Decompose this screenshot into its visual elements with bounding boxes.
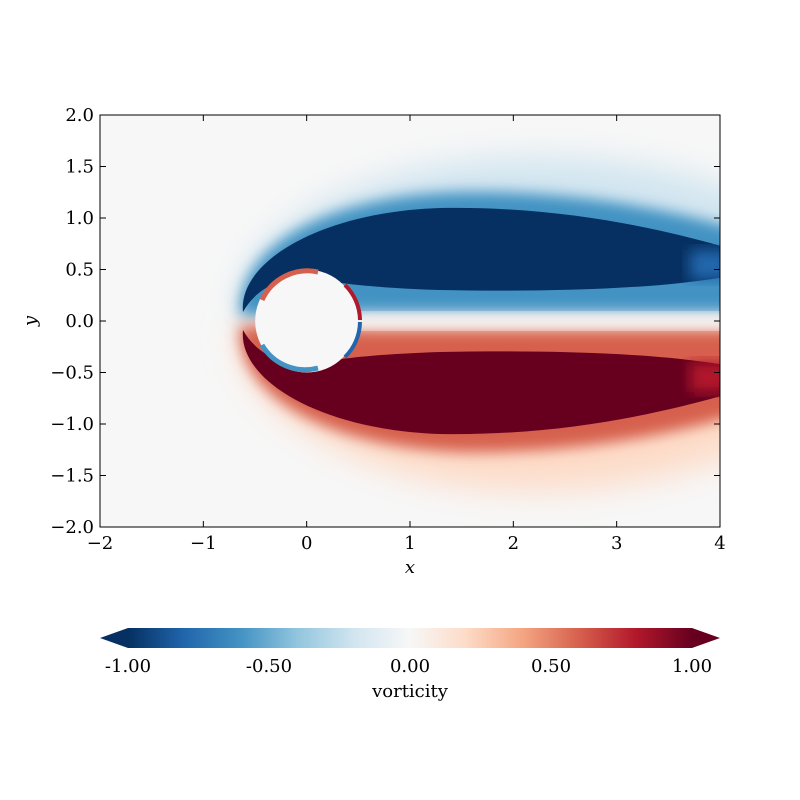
cylinder-surface-positive: [259, 268, 319, 302]
y-axis: −2.0 −1.5 −1.0 −0.5 0.0 0.5 1.0 1.5 2.0: [50, 105, 720, 538]
x-tick-label: 4: [714, 533, 725, 554]
shear-positive: [343, 283, 362, 321]
y-tick-label: −2.0: [50, 517, 94, 538]
x-tick-label: 2: [508, 533, 519, 554]
cylinder-obstacle: [255, 269, 359, 373]
negative-vorticity-core: [242, 207, 720, 312]
y-tick-label: −1.5: [50, 466, 94, 487]
positive-outflow: [690, 362, 720, 392]
colorbar-gradient: [128, 628, 692, 648]
x-tick-label: 0: [301, 533, 312, 554]
colorbar-ticks: -1.00 -0.50 0.00 0.50 1.00: [105, 656, 712, 677]
x-tick-label: −1: [190, 533, 217, 554]
y-tick-label: 0.5: [65, 260, 94, 281]
y-tick-label: 1.5: [65, 157, 94, 178]
shear-negative: [343, 321, 362, 359]
vorticity-field: [237, 157, 720, 491]
y-tick-label: 2.0: [65, 105, 94, 126]
colorbar-extend-high: [692, 628, 720, 648]
colorbar-extend-low: [100, 628, 128, 648]
y-tick-label: −1.0: [50, 414, 94, 435]
x-tick-label: −2: [87, 533, 114, 554]
x-axis-label: x: [405, 557, 415, 578]
colorbar-tick-label: -0.50: [246, 656, 292, 677]
x-tick-label: 3: [611, 533, 622, 554]
colorbar-tick-label: 1.00: [672, 656, 712, 677]
colorbar-tick-label: -1.00: [105, 656, 151, 677]
colorbar-tick-label: 0.50: [531, 656, 571, 677]
wake-centerline: [330, 314, 720, 328]
positive-vorticity-core: [242, 330, 720, 435]
x-tick-label: 1: [404, 533, 415, 554]
y-tick-label: 0.0: [65, 311, 94, 332]
y-tick-label: −0.5: [50, 363, 94, 384]
x-axis: −2 −1 0 1 2 3 4: [87, 115, 726, 554]
colorbar-tick-label: 0.00: [390, 656, 430, 677]
y-tick-label: 1.0: [65, 208, 94, 229]
cylinder-surface-negative: [259, 343, 319, 373]
colorbar: -1.00 -0.50 0.00 0.50 1.00 vorticity: [100, 628, 720, 702]
colorbar-label: vorticity: [371, 681, 449, 702]
plot-area: −2 −1 0 1 2 3 4 −2.0 −1.5 −1.0 −0.5 0.0 0.5 1.0 1.5 2.…: [20, 105, 726, 578]
y-axis-label: y: [20, 315, 41, 327]
negative-outflow: [690, 250, 720, 280]
